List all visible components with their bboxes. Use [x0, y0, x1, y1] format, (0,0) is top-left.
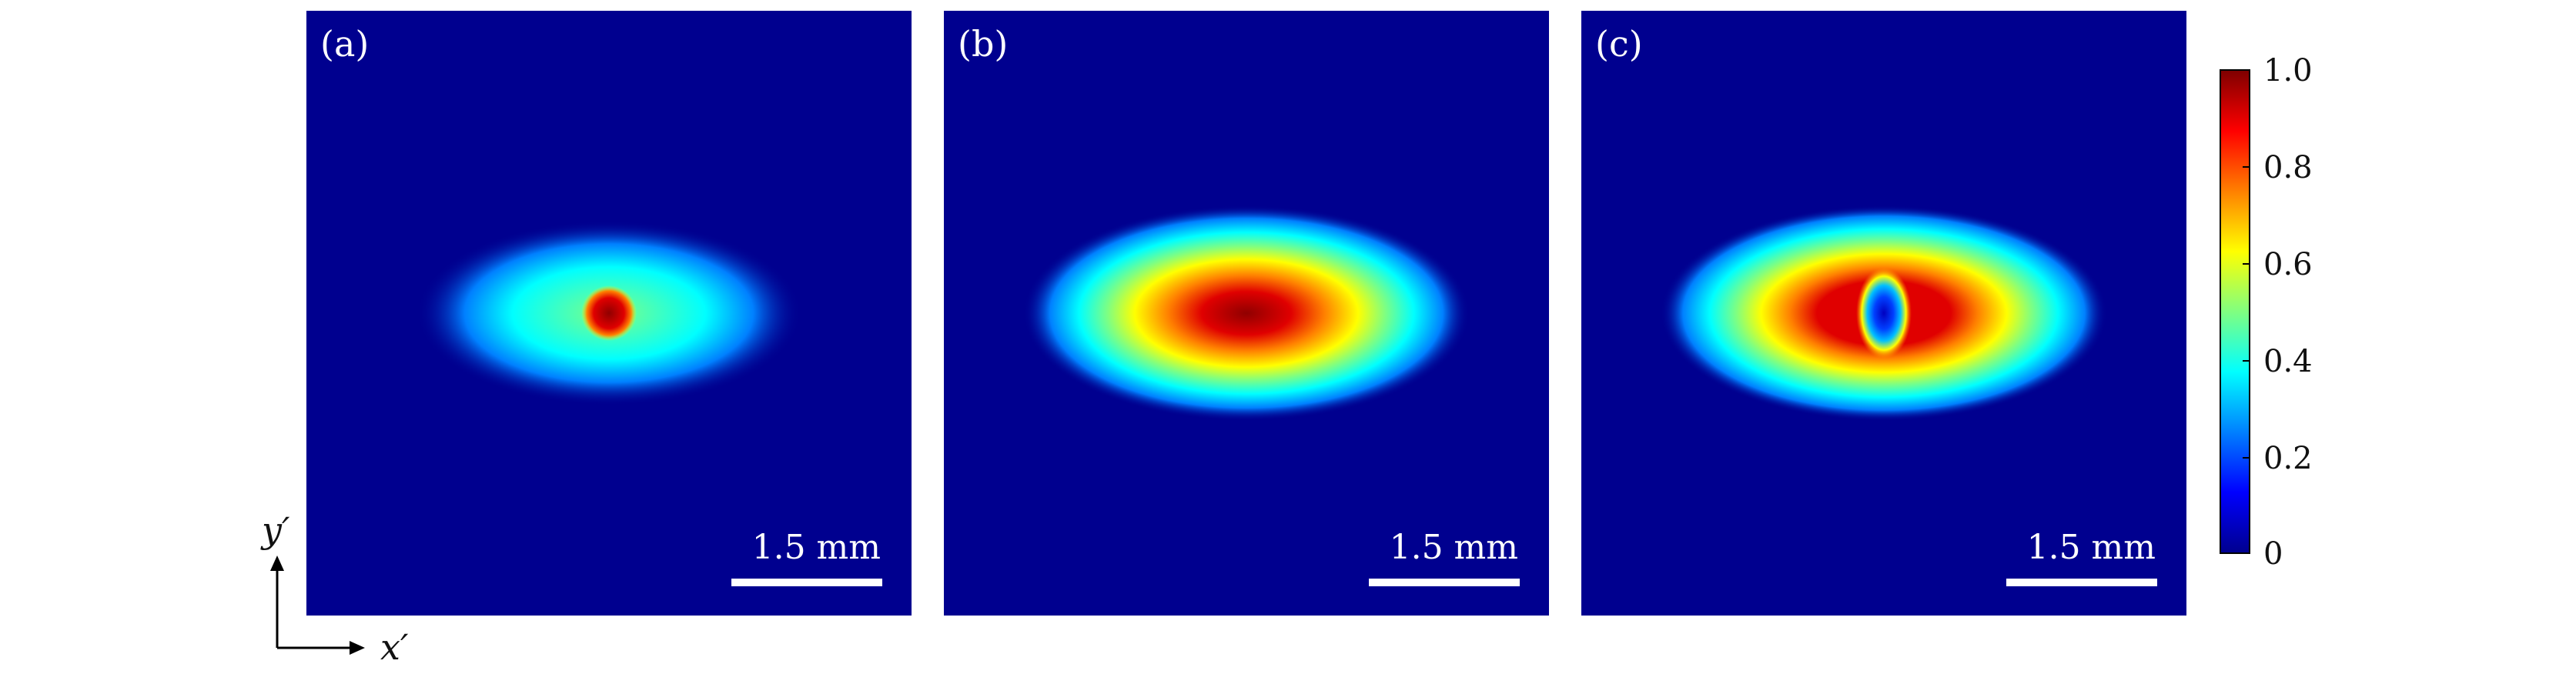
panel-c: (c) 1.5 mm	[1581, 11, 2186, 616]
colorbar-tick-mark	[2243, 360, 2250, 362]
scale-bar-b	[1369, 579, 1520, 586]
panel-label-a: (a)	[320, 23, 370, 65]
colorbar-tick-0: 0	[2263, 536, 2283, 572]
scale-bar-a	[731, 579, 882, 586]
colorbar-tick-0-6: 0.6	[2263, 247, 2313, 282]
colorbar-tick-mark	[2243, 552, 2250, 554]
intensity-map-c	[1581, 11, 2186, 616]
x-axis-label: x′	[380, 626, 409, 668]
colorbar	[2220, 69, 2250, 554]
panel-b: (b) 1.5 mm	[944, 11, 1549, 616]
intensity-map-a	[306, 11, 912, 616]
panel-label-c: (c)	[1595, 23, 1643, 65]
panel-a: (a) 1.5 mm	[306, 11, 912, 616]
colorbar-tick-mark	[2243, 457, 2250, 459]
colorbar-tick-mark	[2243, 166, 2250, 168]
scale-bar-c	[2006, 579, 2157, 586]
colorbar-tick-mark	[2243, 263, 2250, 265]
colorbar-tick-0-8: 0.8	[2263, 150, 2313, 185]
colorbar-tick-0-2: 0.2	[2263, 441, 2313, 476]
axes-arrows	[270, 556, 365, 655]
scale-bar-label-a: 1.5 mm	[751, 528, 881, 567]
scale-bar-label-c: 1.5 mm	[2026, 528, 2156, 567]
colorbar-tick-1-0: 1.0	[2263, 53, 2313, 88]
y-axis-label: y′	[262, 509, 290, 551]
scale-bar-label-b: 1.5 mm	[1389, 528, 1518, 567]
intensity-map-b	[944, 11, 1549, 616]
colorbar-tick-0-4: 0.4	[2263, 344, 2313, 379]
panel-label-b: (b)	[958, 23, 1009, 65]
colorbar-tick-mark	[2243, 69, 2250, 71]
